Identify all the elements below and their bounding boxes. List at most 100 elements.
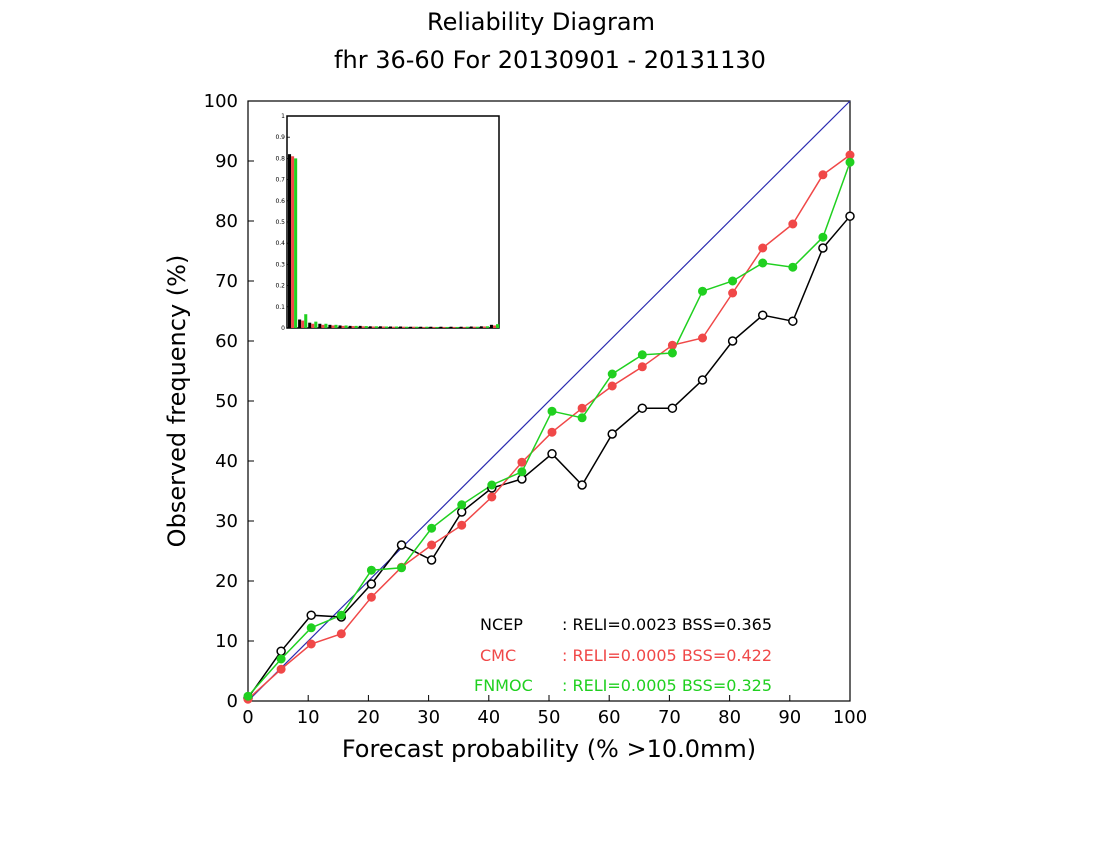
data-point-ncep: [788, 316, 798, 326]
inset-bar-ncep: [449, 326, 453, 328]
inset-bar-ncep: [479, 326, 483, 328]
data-point-fnmoc: [397, 563, 407, 573]
data-point-ncep: [426, 555, 437, 565]
inset-bar-cmc: [361, 326, 365, 328]
data-point-fnmoc: [243, 691, 253, 701]
inset-bar-cmc: [371, 326, 375, 328]
inset-bar-ncep: [388, 326, 393, 328]
data-point-fnmoc: [336, 610, 346, 620]
chart-subtitle: fhr 36-60 For 20130901 - 20131130: [334, 46, 766, 74]
inset-bar-ncep: [348, 325, 352, 328]
data-point-fnmoc: [517, 467, 527, 477]
inset-bar-fnmoc: [445, 326, 449, 328]
data-point-cmc: [427, 540, 437, 550]
data-point-fnmoc: [698, 286, 708, 296]
data-point-cmc: [276, 664, 286, 674]
data-point-cmc: [758, 243, 768, 253]
data-point-ncep: [727, 336, 738, 346]
inset-bar-fnmoc: [415, 326, 419, 328]
inset-bars: [288, 154, 500, 328]
inset-bar-cmc: [462, 326, 466, 328]
inset-y-tick-label: 1: [281, 113, 285, 120]
data-point-ncep: [547, 449, 557, 459]
data-point-fnmoc: [306, 623, 316, 633]
y-axis: 0 10 20 30 40 50 60 70 80 90 100: [204, 91, 254, 712]
inset-bar-fnmoc: [314, 321, 318, 328]
inset-bar-fnmoc: [354, 325, 358, 328]
data-point-cmc: [366, 592, 376, 602]
inset-y-tick-label: 0.2: [275, 283, 285, 290]
inset-bar-fnmoc: [364, 326, 368, 328]
data-point-ncep: [276, 646, 286, 656]
legend-stats-cmc: : RELI=0.0005 BSS=0.422: [562, 646, 772, 665]
series-layer: [243, 150, 855, 704]
inset-bar-ncep: [318, 323, 322, 328]
inset-bar-ncep: [358, 325, 362, 328]
data-point-cmc: [487, 492, 497, 502]
y-tick-label: 50: [215, 391, 238, 412]
y-tick-label: 20: [215, 571, 238, 592]
data-point-ncep: [306, 610, 316, 620]
inset-bar-cmc: [492, 325, 497, 328]
inset-bar-ncep: [429, 326, 433, 328]
x-tick-label: 30: [417, 707, 440, 728]
x-axis-label: Forecast probability (% >10.0mm): [342, 735, 756, 763]
data-point-fnmoc: [637, 350, 647, 360]
inset-bar-ncep: [338, 325, 342, 328]
y-tick-label: 80: [215, 211, 238, 232]
inset-frame: [286, 115, 500, 329]
inset-bar-fnmoc: [425, 326, 429, 328]
inset-y-tick-label: 0.6: [275, 198, 285, 205]
data-point-fnmoc: [667, 348, 677, 358]
inset-bar-ncep: [328, 324, 332, 328]
data-point-fnmoc: [366, 565, 376, 575]
inset-bar-cmc: [412, 326, 416, 328]
data-point-cmc: [577, 403, 587, 413]
data-point-fnmoc: [276, 654, 286, 664]
inset-bar-cmc: [381, 326, 385, 328]
x-tick-label: 80: [718, 707, 741, 728]
legend-stats-fnmoc: : RELI=0.0005 BSS=0.325: [562, 676, 772, 695]
data-point-fnmoc: [607, 369, 617, 379]
data-point-ncep: [637, 403, 648, 413]
inset-bar-ncep: [308, 322, 312, 328]
inset-bar-cmc: [402, 326, 406, 328]
inset-bar-fnmoc: [475, 326, 479, 328]
inset-bar-fnmoc: [435, 326, 439, 328]
x-tick-label: 50: [538, 707, 561, 728]
inset-y-tick-label: 0.7: [275, 177, 285, 184]
inset-bar-cmc: [321, 324, 325, 328]
data-point-ncep: [667, 403, 678, 413]
inset-bar-fnmoc: [334, 324, 338, 328]
data-point-fnmoc: [427, 523, 437, 533]
inset-bar-ncep: [298, 319, 302, 328]
y-tick-label: 40: [215, 451, 238, 472]
data-point-fnmoc: [728, 276, 738, 286]
data-point-ncep: [697, 375, 708, 385]
diagonal-layer: [247, 100, 851, 702]
inset-bar-ncep: [419, 326, 423, 328]
data-point-cmc: [457, 520, 467, 530]
inset-bar-ncep: [489, 324, 493, 328]
x-tick-label: 10: [297, 707, 320, 728]
inset-bar-fnmoc: [294, 158, 298, 328]
inset-bar-fnmoc: [344, 325, 348, 328]
data-point-cmc: [818, 170, 828, 180]
x-tick-label: 20: [357, 707, 380, 728]
inset-bar-fnmoc: [374, 326, 378, 328]
y-tick-label: 10: [215, 631, 238, 652]
inset-bar-ncep: [378, 326, 382, 328]
legend-name-ncep: NCEP: [480, 615, 523, 634]
y-tick-label: 90: [215, 151, 238, 172]
y-tick-label: 60: [215, 331, 238, 352]
inset-bar-fnmoc: [465, 326, 469, 328]
inset-bar-cmc: [341, 325, 345, 328]
inset-bar-fnmoc: [455, 326, 459, 328]
legend-name-fnmoc: FNMOC: [474, 676, 533, 695]
x-tick-label: 40: [477, 707, 500, 728]
data-point-ncep: [577, 480, 587, 490]
inset-bar-cmc: [351, 326, 355, 328]
inset-bar-cmc: [291, 156, 295, 328]
data-point-ncep: [845, 211, 855, 221]
inset-bar-ncep: [399, 326, 403, 328]
